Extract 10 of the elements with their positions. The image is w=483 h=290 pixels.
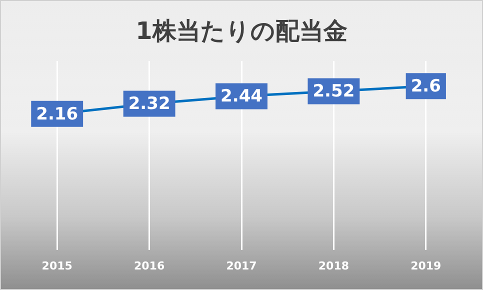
x-tick-label: 2018 xyxy=(318,259,350,272)
data-label: 2.16 xyxy=(36,104,78,124)
x-tick-label: 2015 xyxy=(42,259,72,272)
data-label: 2.32 xyxy=(128,94,170,114)
chart-title: 1株当たりの配当金 xyxy=(134,16,348,47)
data-label: 2.44 xyxy=(220,86,263,107)
x-tick-label: 2019 xyxy=(410,259,442,272)
x-tick-label: 2016 xyxy=(134,259,165,272)
x-tick-label: 2017 xyxy=(226,259,257,272)
data-label: 2.52 xyxy=(312,82,355,102)
